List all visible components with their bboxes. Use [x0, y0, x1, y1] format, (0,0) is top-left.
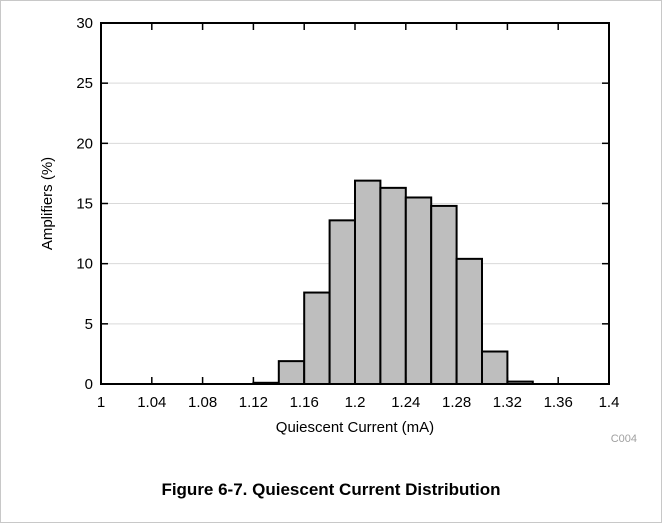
- histogram-bars: [252, 179, 534, 386]
- y-tick-label-1: 5: [85, 316, 93, 333]
- x-tick-label-7: 1.28: [442, 394, 471, 411]
- y-tick-label-3: 15: [76, 196, 93, 213]
- bar-11: [379, 186, 407, 385]
- x-tick-labels: 1 1.04 1.08 1.12 1.16 1.2 1.24 1.28 1.32 1.36 1.4: [97, 394, 620, 411]
- y-tick-label-0: 0: [85, 376, 93, 393]
- y-axis-title: Amplifiers (%): [39, 157, 56, 250]
- bar-8: [303, 291, 331, 385]
- y-tick-label-2: 10: [76, 256, 93, 273]
- x-tick-label-6: 1.24: [391, 394, 420, 411]
- y-tick-label-4: 20: [76, 135, 93, 152]
- x-tick-label-4: 1.16: [290, 394, 319, 411]
- x-tick-label-10: 1.4: [599, 394, 620, 411]
- x-tick-label-5: 1.2: [345, 394, 366, 411]
- bar-15: [481, 350, 509, 386]
- histogram-chart: 0 5 10 15 20 25 30 1 1.04 1.08 1.12 1.16 1.2 1.24 1.2…: [39, 15, 637, 445]
- bar-10: [354, 179, 382, 385]
- y-tick-labels: 0 5 10 15 20 25 30: [76, 15, 93, 393]
- bar-12: [404, 196, 433, 385]
- x-tick-label-8: 1.32: [493, 394, 522, 411]
- figure-caption: Figure 6-7. Quiescent Current Distributi…: [161, 480, 501, 499]
- x-axis-title: Quiescent Current (mA): [276, 419, 434, 436]
- figure-code-label: C004: [611, 433, 637, 445]
- bar-9: [328, 219, 357, 385]
- y-tick-label-6: 30: [76, 15, 93, 32]
- bar-7: [277, 360, 306, 385]
- y-tick-label-5: 25: [76, 75, 93, 92]
- bar-14: [455, 257, 484, 385]
- x-tick-label-0: 1: [97, 394, 105, 411]
- x-tick-label-2: 1.08: [188, 394, 217, 411]
- x-tick-label-3: 1.12: [239, 394, 268, 411]
- bar-13: [430, 204, 458, 385]
- x-tick-label-1: 1.04: [137, 394, 166, 411]
- plot-area-border: [100, 22, 610, 385]
- x-tick-label-9: 1.36: [544, 394, 573, 411]
